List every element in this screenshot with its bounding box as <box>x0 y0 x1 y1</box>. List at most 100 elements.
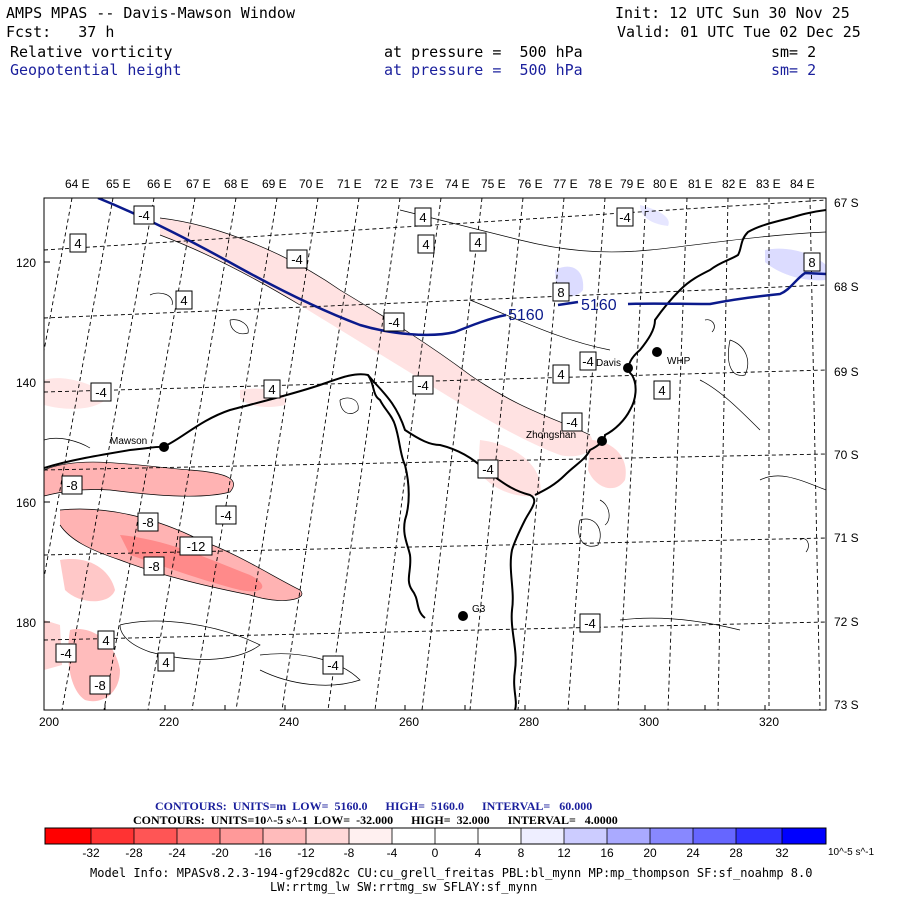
station-whp-label: WHP <box>667 356 691 367</box>
vort-label: 4 <box>653 380 671 400</box>
colorbar-swatch <box>521 828 564 844</box>
vort-label: 4 <box>69 233 87 253</box>
station-zhongshan-label: Zhongshan <box>526 430 576 441</box>
field2-level: at pressure = 500 hPa <box>384 61 583 79</box>
left-axis-label: 180 <box>16 616 36 630</box>
colorbar-swatch <box>736 828 782 844</box>
bottom-axis-label: 240 <box>279 715 299 729</box>
vort-label: 4 <box>175 290 193 310</box>
model-info: Model Info: MPASv8.2.3-194-gf29cd82c CU:… <box>90 866 813 880</box>
station-whp-marker <box>652 347 662 357</box>
contours-vorticity-info: CONTOURS: UNITS=10^-5 s^-1 LOW= -32.000 … <box>133 813 618 827</box>
svg-text:4: 4 <box>419 210 426 225</box>
colorbar-swatch <box>392 828 435 844</box>
colorbar-tick: -4 <box>387 846 398 860</box>
top-axis-label: 65 E <box>106 177 131 191</box>
height-label: 5160 <box>508 307 544 324</box>
height-contour-labels: 5160 5160 <box>508 297 617 324</box>
svg-text:4: 4 <box>180 293 187 308</box>
colorbar-tick: -28 <box>125 846 143 860</box>
colorbar-tick: 16 <box>600 846 614 860</box>
svg-text:-4: -4 <box>482 462 494 477</box>
vort-label: -8 <box>61 475 83 495</box>
top-axis-label: 66 E <box>147 177 172 191</box>
left-axis-label: 120 <box>16 256 36 270</box>
svg-text:-4: -4 <box>327 658 339 673</box>
field1-level: at pressure = 500 hPa <box>384 43 583 61</box>
svg-text:4: 4 <box>162 655 169 670</box>
station-davis-marker <box>623 363 633 373</box>
top-axis-label: 79 E <box>620 177 645 191</box>
colorbar-tick: -16 <box>254 846 272 860</box>
colorbar-tick: -24 <box>168 846 186 860</box>
field2-smoothing: sm= 2 <box>771 61 817 79</box>
plot-area <box>44 198 826 710</box>
colorbar-swatch <box>134 828 177 844</box>
colorbar-swatch <box>91 828 134 844</box>
vort-label: -8 <box>143 556 165 576</box>
right-axis-label: 68 S <box>834 280 859 294</box>
colorbar-swatch <box>782 828 826 844</box>
colorbar-tick: -20 <box>211 846 229 860</box>
top-axis-label: 81 E <box>688 177 713 191</box>
svg-text:4: 4 <box>658 383 665 398</box>
colorbar-swatch <box>607 828 650 844</box>
vort-label: -4 <box>477 459 499 479</box>
top-axis-label: 73 E <box>409 177 434 191</box>
colorbar-tick: 8 <box>518 846 525 860</box>
app-title: AMPS MPAS -- Davis-Mawson Window <box>6 4 295 22</box>
svg-text:8: 8 <box>808 255 815 270</box>
station-g3-label: G3 <box>472 604 486 615</box>
vort-label: 4 <box>157 652 175 672</box>
field1-smoothing: sm= 2 <box>771 43 817 61</box>
vort-label: 8 <box>803 252 821 272</box>
top-axis-label: 67 E <box>186 177 211 191</box>
svg-text:4: 4 <box>474 235 481 250</box>
svg-text:-8: -8 <box>142 515 154 530</box>
right-axis-label: 67 S <box>834 196 859 210</box>
colorbar-tick: 28 <box>729 846 743 860</box>
vort-label: 4 <box>414 207 432 227</box>
forecast-hour: Fcst: 37 h <box>6 23 115 41</box>
height-contour-5160 <box>97 198 826 337</box>
svg-text:4: 4 <box>74 236 81 251</box>
colorbar-swatch <box>349 828 392 844</box>
vort-label: -12 <box>179 536 213 556</box>
vort-label: -4 <box>322 655 344 675</box>
svg-text:-4: -4 <box>220 508 232 523</box>
vort-label: 4 <box>417 234 435 254</box>
svg-text:4: 4 <box>268 382 275 397</box>
top-axis-label: 70 E <box>299 177 324 191</box>
top-axis-label: 71 E <box>337 177 362 191</box>
station-mawson-label: Mawson <box>110 436 147 447</box>
vort-label: 4 <box>469 232 487 252</box>
bottom-axis-labels: 200 220 240 260 280 300 320 <box>39 715 779 729</box>
right-axis-label: 70 S <box>834 448 859 462</box>
colorbar-swatch <box>220 828 263 844</box>
right-axis-label: 69 S <box>834 365 859 379</box>
svg-text:-4: -4 <box>138 208 150 223</box>
svg-text:-4: -4 <box>566 415 578 430</box>
left-axis-labels: 120 140 160 180 <box>16 256 36 630</box>
vort-label: -4 <box>616 207 634 227</box>
right-axis-labels: 67 S 68 S 69 S 70 S 71 S 72 S 73 S <box>834 196 859 712</box>
colorbar-swatch <box>263 828 306 844</box>
colorbar-swatch <box>177 828 220 844</box>
bottom-axis-label: 220 <box>159 715 179 729</box>
svg-text:4: 4 <box>102 633 109 648</box>
top-axis-label: 80 E <box>653 177 678 191</box>
top-axis-label: 74 E <box>445 177 470 191</box>
colorbar-swatch <box>478 828 521 844</box>
vort-label: 4 <box>263 379 281 399</box>
station-mawson-marker <box>159 442 169 452</box>
colorbar-swatch <box>45 828 91 844</box>
right-axis-label: 72 S <box>834 615 859 629</box>
top-axis-label: 72 E <box>374 177 399 191</box>
vort-label: -4 <box>286 249 308 269</box>
contours-height-info: CONTOURS: UNITS=m LOW= 5160.0 HIGH= 5160… <box>155 799 593 813</box>
vort-label: -4 <box>579 613 601 633</box>
svg-text:-8: -8 <box>66 478 78 493</box>
colorbar-swatch <box>435 828 478 844</box>
station-zhongshan-marker <box>597 436 607 446</box>
